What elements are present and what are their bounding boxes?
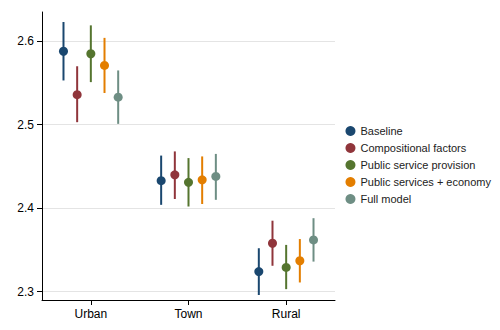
svg-text:Town: Town [174,307,202,321]
svg-text:Public services + economy: Public services + economy [360,176,491,188]
svg-text:Public service provision: Public service provision [360,159,475,171]
svg-text:Rural: Rural [272,307,301,321]
svg-text:Urban: Urban [74,307,107,321]
svg-text:2.5: 2.5 [17,118,34,132]
svg-text:Compositional factors: Compositional factors [360,142,466,154]
svg-text:Baseline: Baseline [360,125,402,137]
svg-text:Full model: Full model [360,193,411,205]
svg-text:2.3: 2.3 [17,285,34,299]
svg-text:2.6: 2.6 [17,34,34,48]
svg-text:2.4: 2.4 [17,201,34,215]
